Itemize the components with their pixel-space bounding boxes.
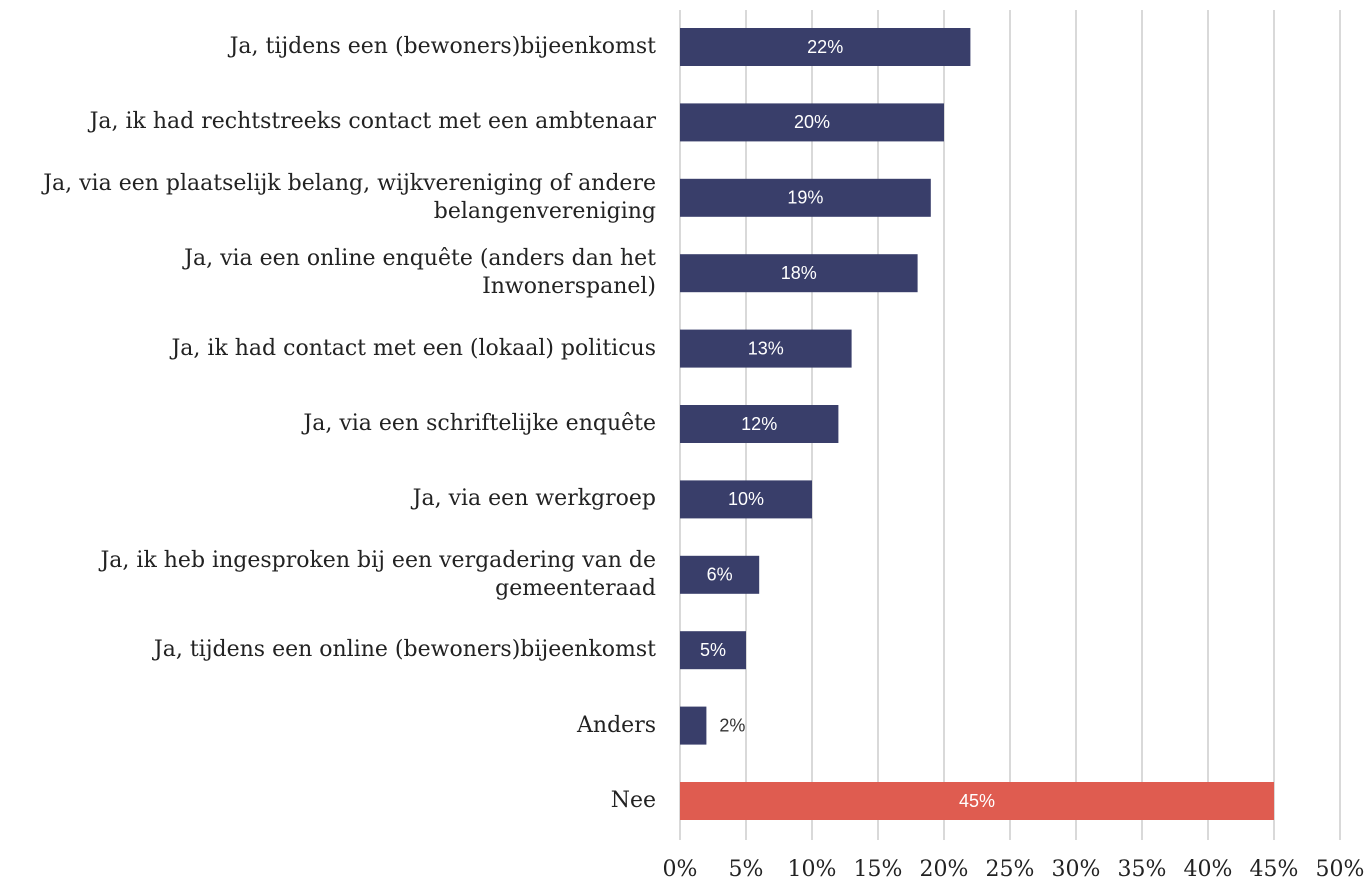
category-label: Nee	[610, 788, 656, 813]
value-label: 45%	[959, 791, 995, 811]
bar	[680, 631, 746, 670]
category-label: Ja, ik heb ingesproken bij een vergaderi…	[100, 547, 656, 601]
x-tick-label: 50%	[1316, 857, 1365, 882]
bar	[680, 782, 1274, 820]
value-label: 5%	[700, 640, 726, 660]
value-label: 22%	[807, 37, 843, 57]
x-tick-label: 25%	[986, 857, 1035, 882]
value-label: 6%	[707, 565, 733, 585]
bar	[680, 405, 839, 443]
category-label: Ja, via een schriftelijke enquête	[303, 411, 656, 436]
x-tick-label: 15%	[854, 857, 903, 882]
x-tick-label: 5%	[729, 857, 764, 882]
x-tick-label: 30%	[1052, 857, 1101, 882]
value-label: 20%	[794, 112, 830, 132]
bar	[680, 706, 707, 745]
category-label: Ja, ik had rechtstreeks contact met een …	[89, 109, 656, 135]
value-label: 19%	[787, 188, 823, 208]
category-label: Ja, via een online enquête (anders dan h…	[184, 246, 656, 300]
category-label: Ja, via een werkgroep	[412, 486, 656, 512]
value-label: 13%	[748, 338, 784, 358]
bar	[680, 28, 971, 66]
category-label: Anders	[577, 712, 656, 738]
x-tick-label: 45%	[1250, 857, 1299, 882]
value-label: 2%	[719, 715, 745, 735]
category-label: Ja, tijdens een online (bewoners)bijeenk…	[153, 637, 656, 663]
value-label: 12%	[741, 414, 777, 434]
x-tick-label: 20%	[920, 857, 969, 882]
x-tick-label: 0%	[663, 857, 698, 882]
x-tick-label: 10%	[788, 857, 837, 882]
x-tick-label: 40%	[1184, 857, 1233, 882]
bar	[680, 254, 918, 293]
value-label: 10%	[728, 489, 764, 509]
bar	[680, 178, 931, 217]
category-label: Ja, ik had contact met een (lokaal) poli…	[171, 335, 656, 361]
x-tick-label: 35%	[1118, 857, 1167, 882]
category-label: Ja, via een plaatselijk belang, wijkvere…	[43, 170, 656, 224]
bar	[680, 103, 944, 142]
bar	[680, 555, 760, 594]
category-label: Ja, tijdens een (bewoners)bijeenkomst	[229, 34, 656, 59]
bar	[680, 480, 812, 519]
bar	[680, 329, 852, 368]
value-label: 18%	[781, 263, 817, 283]
